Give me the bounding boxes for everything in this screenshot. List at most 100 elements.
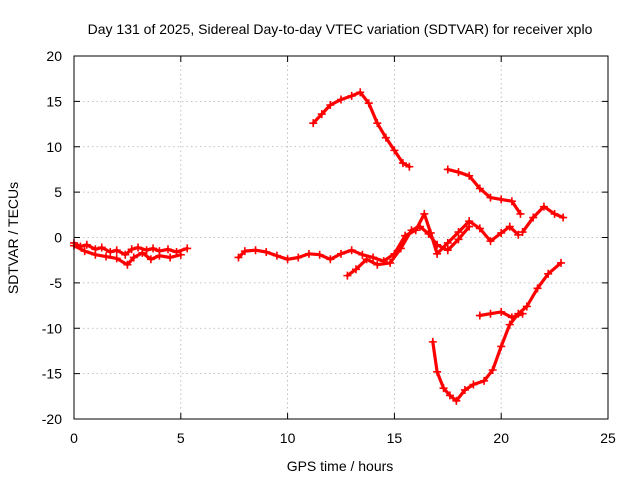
data-point <box>454 235 463 244</box>
data-point <box>445 391 454 400</box>
data-point <box>486 193 495 202</box>
y-tick-label: -15 <box>42 366 62 382</box>
data-point <box>465 171 474 180</box>
data-point <box>373 119 382 128</box>
data-point <box>337 249 345 258</box>
data-point <box>351 265 360 274</box>
data-point <box>134 243 143 252</box>
data-point <box>433 240 442 249</box>
y-tick-label: 5 <box>54 184 62 200</box>
data-point <box>433 367 442 376</box>
data-point <box>381 133 390 142</box>
data-point <box>163 245 172 254</box>
series-layer <box>70 88 568 405</box>
data-point <box>283 255 292 264</box>
data-point <box>304 249 313 258</box>
x-axis-label: GPS time / hours <box>287 458 394 474</box>
x-tick-label: 25 <box>600 430 616 446</box>
chart-title: Day 131 of 2025, Sidereal Day-to-day VTE… <box>88 21 593 37</box>
data-point <box>497 195 506 204</box>
data-point <box>166 253 175 262</box>
data-point <box>533 284 542 293</box>
series-arc-8 <box>431 261 563 403</box>
data-point <box>112 254 121 263</box>
data-point <box>396 244 405 253</box>
data-point <box>272 251 281 260</box>
data-point <box>91 250 100 259</box>
y-tick-label: 0 <box>54 230 62 246</box>
series-arc-4 <box>345 225 471 278</box>
data-point <box>505 320 514 329</box>
data-point <box>497 342 506 351</box>
data-point <box>176 250 185 259</box>
data-point <box>102 252 111 261</box>
y-tick-label: -20 <box>42 411 62 427</box>
data-point <box>443 246 452 255</box>
data-point <box>475 224 484 233</box>
data-point <box>369 253 378 262</box>
data-point <box>420 209 429 218</box>
y-tick-label: 10 <box>46 139 62 155</box>
data-point <box>497 307 506 316</box>
data-point <box>486 309 495 318</box>
x-tick-label: 20 <box>493 430 509 446</box>
data-point <box>505 222 514 231</box>
data-point <box>518 228 527 237</box>
data-point <box>433 249 442 258</box>
data-point <box>364 99 373 108</box>
data-point <box>356 88 365 97</box>
data-point <box>497 228 506 237</box>
data-point <box>358 250 367 259</box>
data-point <box>428 337 437 346</box>
data-point <box>326 101 335 110</box>
series-arc-3 <box>236 212 520 263</box>
data-point <box>80 247 89 256</box>
data-point <box>514 230 523 239</box>
y-ticks: -20 -15 -10 -5 0 5 10 15 20 <box>42 48 608 427</box>
data-point <box>488 365 497 374</box>
data-point <box>539 202 548 211</box>
data-point <box>443 165 452 174</box>
x-tick-label: 0 <box>70 430 78 446</box>
data-point <box>407 226 416 235</box>
data-point <box>405 162 414 171</box>
x-ticks: 0 5 10 15 20 25 <box>70 56 616 446</box>
data-point <box>315 250 324 259</box>
data-point <box>522 302 531 311</box>
series-arc-1 <box>72 241 189 257</box>
data-point <box>550 209 559 218</box>
data-point <box>146 255 155 264</box>
data-point <box>337 95 345 104</box>
data-point <box>234 253 243 262</box>
data-point <box>465 222 474 231</box>
data-point <box>294 253 303 262</box>
data-point <box>424 229 433 238</box>
series-arc-7 <box>521 205 565 234</box>
data-point <box>82 240 91 249</box>
data-point <box>262 248 271 257</box>
data-point <box>460 385 469 394</box>
data-point <box>373 260 382 269</box>
data-point <box>142 246 151 255</box>
data-point <box>326 255 335 264</box>
series-arc-5 <box>311 90 411 169</box>
data-point <box>97 243 106 252</box>
data-point <box>121 250 130 259</box>
x-tick-label: 10 <box>280 430 296 446</box>
data-point <box>183 244 192 253</box>
y-tick-label: 20 <box>46 48 62 64</box>
data-point <box>106 248 115 257</box>
data-point <box>443 238 452 247</box>
data-point <box>347 91 356 100</box>
data-point <box>469 380 478 389</box>
y-tick-label: -10 <box>42 320 62 336</box>
data-point <box>386 258 395 267</box>
data-point <box>559 213 568 222</box>
data-point <box>123 260 132 269</box>
data-point <box>516 209 525 218</box>
x-tick-label: 15 <box>387 430 403 446</box>
y-axis-label: SDTVAR / TECUs <box>5 182 21 294</box>
data-point <box>309 119 318 128</box>
data-point <box>507 197 516 206</box>
